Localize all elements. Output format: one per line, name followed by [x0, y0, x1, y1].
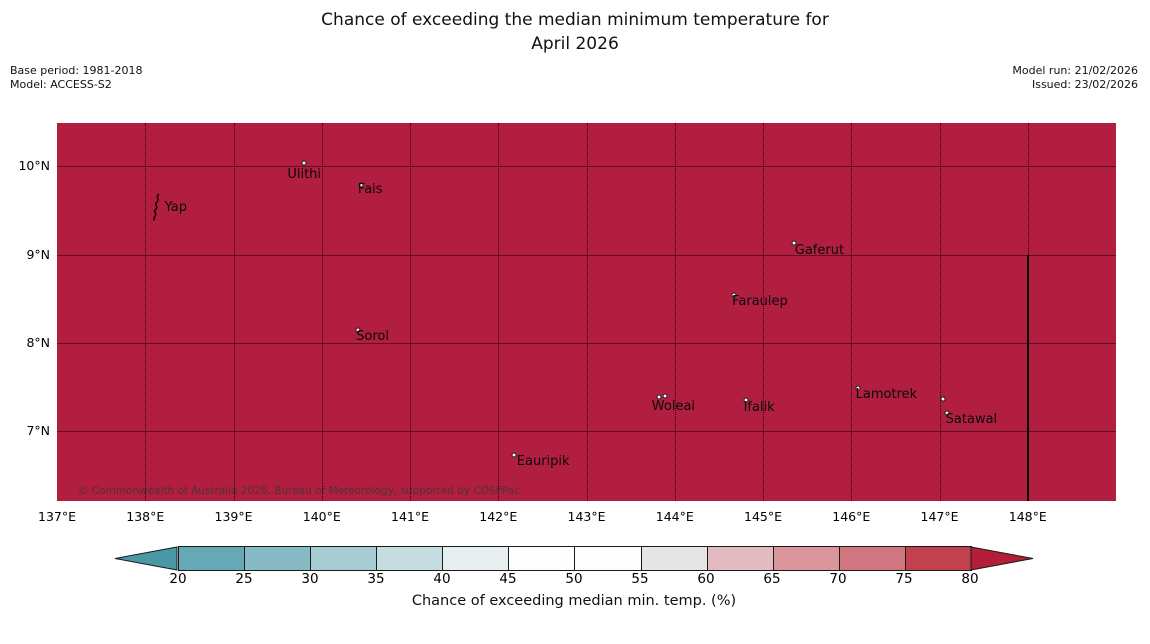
colorbar-segment	[773, 547, 840, 570]
faraulep-label: Faraulep	[732, 294, 788, 310]
ulithi-dot	[301, 160, 307, 166]
west-fayu-islet-dot	[940, 396, 946, 402]
meta-left: Base period: 1981-2018 Model: ACCESS-S2	[10, 64, 142, 91]
model-text: Model: ACCESS-S2	[10, 77, 112, 91]
woleai-label: Woleai	[651, 398, 696, 414]
lon-gridline	[233, 123, 235, 501]
colorbar-segment	[707, 547, 774, 570]
colorbar-tick-label: 70	[829, 571, 847, 587]
colorbar-tick-label: 20	[169, 571, 187, 587]
colorbar	[178, 546, 972, 571]
x-tick-label: 137°E	[37, 509, 77, 524]
colorbar-segment	[839, 547, 906, 570]
lamotrek-dot	[855, 385, 861, 391]
colorbar-tick-label: 80	[961, 571, 979, 587]
woleai-east-islet-dot	[662, 393, 668, 399]
lon-gridline	[763, 123, 764, 501]
gaferut-label: Gaferut	[794, 243, 845, 259]
colorbar-segment	[641, 547, 708, 570]
colorbar-tick-label: 60	[697, 571, 715, 587]
y-tick-label: 8°N	[26, 334, 50, 350]
ifalik-dot	[743, 397, 749, 403]
lon-gridline	[321, 123, 323, 501]
eauripik-dot	[511, 452, 517, 458]
lon-gridline	[145, 123, 147, 501]
colorbar-segment	[311, 547, 378, 570]
colorbar-segment	[377, 547, 444, 570]
x-tick-label: 145°E	[743, 509, 783, 524]
y-tick-label: 7°N	[26, 423, 50, 439]
fais-label: Fais	[357, 182, 383, 198]
faraulep-dot	[731, 292, 737, 298]
lon-gridline	[674, 123, 676, 501]
sorol-dot	[355, 327, 361, 333]
colorbar-segment	[575, 547, 642, 570]
base-period-text: Base period: 1981-2018	[10, 64, 143, 77]
yap-label: Yap	[164, 199, 188, 215]
sorol-label: Sorol	[356, 328, 389, 344]
issued-text: Issued: 23/02/2026	[1031, 77, 1138, 91]
title-line-2: April 2026	[531, 34, 619, 54]
colorbar-tick-label: 65	[763, 571, 781, 587]
colorbar-segment	[179, 547, 246, 570]
colorbar-segment	[905, 547, 971, 570]
satawal-dot	[944, 410, 950, 416]
colorbar-label: Chance of exceeding median min. temp. (%…	[411, 593, 737, 609]
x-tick-label: 146°E	[832, 509, 871, 524]
y-tick-label: 10°N	[18, 158, 50, 174]
colorbar-segment	[443, 547, 510, 570]
colorbar-tick-label: 45	[499, 571, 517, 587]
figure-title: Chance of exceeding the median minimum t…	[0, 8, 1150, 56]
x-tick-label: 141°E	[390, 509, 430, 524]
lamotrek-label: Lamotrek	[855, 387, 918, 403]
x-tick-label: 138°E	[126, 509, 165, 524]
lon-gridline	[586, 123, 588, 501]
model-run-text: Model run: 21/02/2026	[1012, 64, 1138, 77]
colorbar-under-arrow	[114, 546, 178, 571]
yap-island-outline-icon	[150, 193, 164, 225]
y-tick-label: 9°N	[26, 246, 50, 262]
lon-gridline	[410, 123, 411, 501]
lon-gridline	[851, 123, 853, 501]
woleai-dot	[656, 394, 662, 400]
fais-dot	[358, 182, 364, 188]
meta-right: Model run: 21/02/2026 Issued: 23/02/2026	[1012, 64, 1138, 91]
boundary-line-148e	[1026, 254, 1029, 501]
colorbar-tick-label: 55	[631, 571, 649, 587]
x-tick-label: 144°E	[655, 509, 694, 524]
x-tick-label: 148°E	[1008, 509, 1047, 524]
x-tick-label: 147°E	[920, 509, 959, 524]
x-tick-label: 142°E	[479, 509, 518, 524]
title-line-1: Chance of exceeding the median minimum t…	[321, 10, 829, 30]
colorbar-segment	[245, 547, 312, 570]
lon-gridline	[939, 123, 941, 501]
colorbar-tick-label: 75	[895, 571, 913, 587]
satawal-label: Satawal	[945, 411, 998, 427]
gaferut-dot	[791, 240, 797, 246]
eauripik-label: Eauripik	[516, 454, 570, 470]
colorbar-tick-label: 30	[301, 571, 319, 587]
colorbar-tick-label: 35	[367, 571, 385, 587]
x-tick-label: 143°E	[567, 509, 606, 524]
colorbar-tick-label: 25	[235, 571, 253, 587]
lon-gridline	[498, 123, 500, 501]
ifalik-label: Ifalik	[743, 400, 775, 416]
colorbar-segment	[509, 547, 576, 570]
colorbar-tick-label: 50	[565, 571, 583, 587]
colorbar-tick-label: 40	[433, 571, 451, 587]
x-tick-label: 139°E	[214, 509, 253, 524]
copyright-text: © Commonwealth of Australia 2026, Bureau…	[78, 485, 521, 497]
x-tick-label: 140°E	[302, 509, 341, 524]
map-area: © Commonwealth of Australia 2026, Bureau…	[57, 123, 1116, 501]
ulithi-label: Ulithi	[287, 167, 322, 183]
colorbar-over-arrow	[970, 546, 1034, 571]
